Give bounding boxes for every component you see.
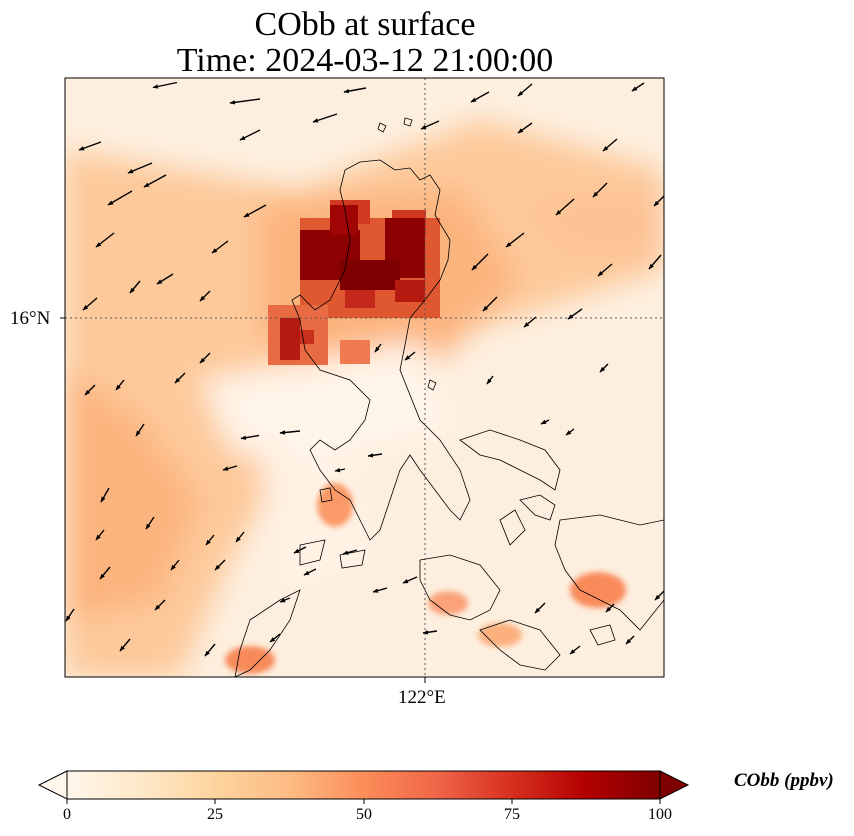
wind-arrow (540, 419, 550, 425)
wind-arrow (127, 162, 153, 174)
wind-arrow (293, 546, 307, 554)
wind-arrow (269, 633, 281, 643)
wind-arrow (240, 434, 260, 440)
wind-arrow (145, 516, 155, 530)
wind-arrow (597, 263, 613, 277)
colorbar-tick-25: 25 (207, 806, 223, 823)
wind-arrow (343, 87, 367, 94)
longitude-label: 122°E (398, 687, 446, 708)
wind-arrow (605, 603, 615, 613)
wind-arrow (243, 204, 267, 218)
wind-arrow (229, 98, 261, 105)
wind-arrow (625, 635, 635, 645)
latitude-label: 16°N (10, 308, 51, 329)
colorbar-tick-100: 100 (648, 806, 672, 823)
wind-arrow (422, 630, 438, 635)
wind-arrow (654, 590, 664, 601)
wind-arrow (222, 465, 238, 471)
wind-arrow (567, 308, 583, 320)
wind-arrow (95, 232, 115, 248)
colorbar-max-extend (659, 770, 690, 800)
colorbar-label: CObb (ppbv) (734, 770, 834, 791)
colorbar-min-extend (37, 770, 68, 800)
title-variable: CObb at surface (254, 6, 476, 43)
wind-arrow (569, 645, 581, 655)
wind-arrow (82, 297, 98, 311)
wind-arrow (156, 273, 174, 285)
concentration-field (65, 78, 664, 677)
wind-arrow (523, 316, 537, 328)
wind-arrow (342, 549, 358, 555)
wind-arrow (129, 280, 141, 294)
wind-arrow (205, 534, 215, 546)
wind-arrow (602, 138, 618, 152)
coastlines (234, 117, 664, 677)
wind-arrow (334, 467, 346, 473)
wind-arrow (312, 113, 338, 123)
wind-arrow (517, 122, 533, 134)
wind-arrow (599, 363, 609, 373)
wind-arrow (211, 240, 229, 254)
wind-arrow (402, 576, 418, 584)
wind-arrow (199, 352, 211, 364)
wind-arrow (154, 599, 166, 611)
wind-arrow (482, 296, 498, 312)
wind-arrow (235, 531, 245, 543)
wind-arrow (119, 638, 131, 652)
colorbar-tick-75: 75 (504, 806, 520, 823)
wind-arrow (99, 566, 111, 580)
title-time: Time: 2024-03-12 21:00:00 (176, 42, 554, 79)
wind-arrow (214, 559, 226, 571)
wind-arrow (199, 290, 211, 302)
wind-arrow (143, 174, 167, 188)
wind-arrow (471, 253, 489, 271)
wind-arrow (517, 83, 533, 97)
wind-arrow (100, 487, 110, 503)
wind-arrow (372, 587, 388, 593)
colorbar (37, 770, 690, 804)
wind-arrow (367, 453, 383, 458)
wind-arrow (152, 81, 178, 89)
wind-arrow (648, 254, 662, 270)
wind-arrow (374, 343, 382, 353)
wind-arrow (115, 379, 125, 391)
wind-vectors (65, 81, 664, 657)
wind-arrow (174, 372, 186, 384)
wind-arrow (95, 529, 105, 541)
wind-arrow (565, 428, 575, 436)
wind-arrow (65, 608, 75, 622)
wind-arrow (505, 232, 525, 248)
colorbar-tick-0: 0 (63, 806, 71, 823)
wind-arrow (107, 190, 133, 206)
wind-arrow (555, 198, 575, 216)
wind-arrow (404, 351, 416, 361)
wind-arrow (78, 141, 102, 151)
wind-arrow (631, 82, 645, 92)
wind-arrow (170, 559, 180, 571)
wind-arrow (135, 423, 145, 437)
fire-hotspot-cells (268, 200, 440, 365)
wind-arrow (279, 597, 291, 603)
wind-arrow (303, 568, 317, 576)
wind-arrow (204, 643, 216, 657)
wind-arrow (470, 91, 490, 103)
wind-arrow (239, 129, 261, 141)
wind-arrow (84, 384, 96, 396)
map-frame (64, 77, 665, 678)
colorbar-tick-50: 50 (356, 806, 372, 823)
wind-arrow (653, 195, 664, 207)
wind-arrow (420, 120, 440, 130)
wind-arrow (592, 182, 608, 198)
wind-arrow (486, 375, 494, 385)
wind-arrow (534, 602, 546, 614)
wind-arrow (279, 430, 301, 435)
